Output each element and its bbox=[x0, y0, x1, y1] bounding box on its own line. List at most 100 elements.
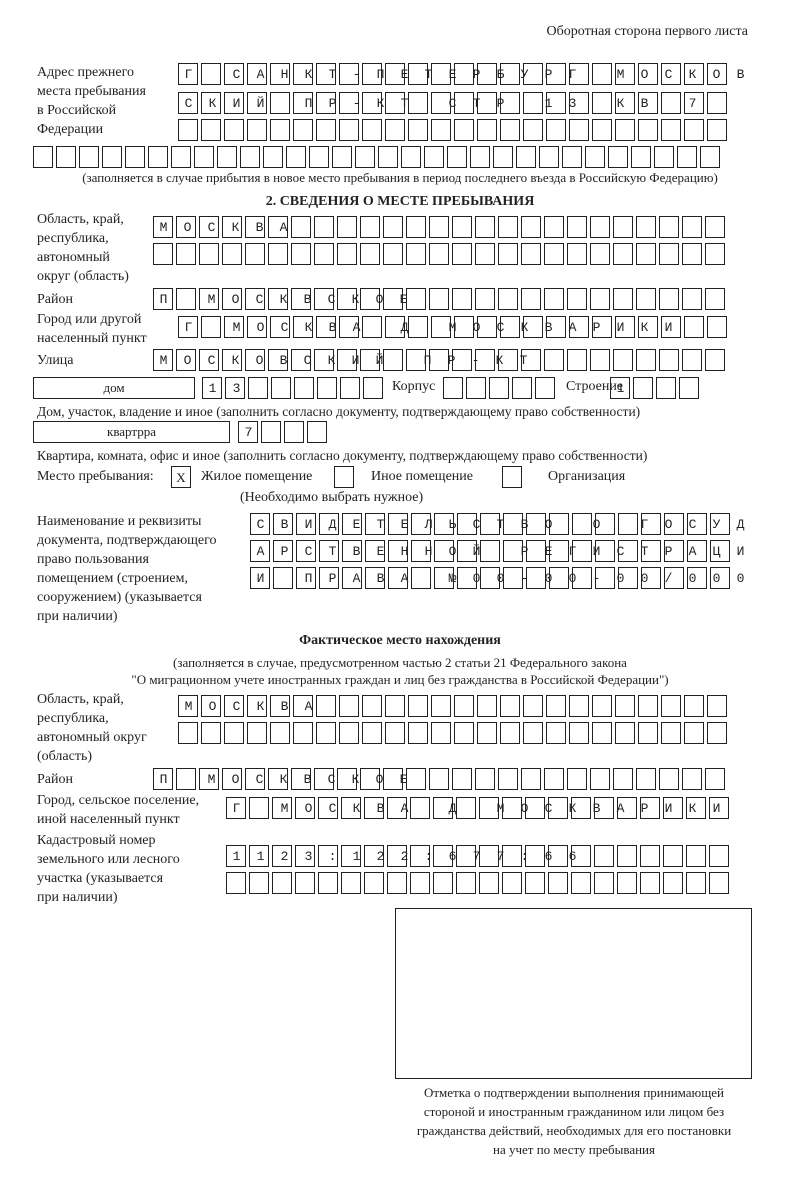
char-box[interactable] bbox=[245, 349, 265, 371]
char-box[interactable] bbox=[567, 349, 587, 371]
char-box[interactable] bbox=[525, 872, 545, 894]
char-box[interactable] bbox=[250, 540, 270, 562]
char-box[interactable] bbox=[613, 768, 633, 790]
char-box[interactable] bbox=[707, 119, 727, 141]
char-box[interactable] bbox=[385, 119, 405, 141]
char-box[interactable] bbox=[224, 722, 244, 744]
char-box[interactable] bbox=[270, 722, 290, 744]
char-box[interactable] bbox=[659, 288, 679, 310]
char-box[interactable] bbox=[201, 695, 221, 717]
char-box[interactable] bbox=[479, 845, 499, 867]
char-box[interactable] bbox=[567, 216, 587, 238]
char-box[interactable] bbox=[153, 768, 173, 790]
char-box[interactable] bbox=[245, 243, 265, 265]
char-box[interactable] bbox=[339, 722, 359, 744]
char-box[interactable] bbox=[659, 349, 679, 371]
char-box[interactable] bbox=[342, 567, 362, 589]
char-box[interactable] bbox=[549, 513, 569, 535]
char-box[interactable] bbox=[385, 63, 405, 85]
char-box[interactable] bbox=[291, 288, 311, 310]
char-box[interactable] bbox=[615, 63, 635, 85]
char-box[interactable] bbox=[362, 695, 382, 717]
char-box[interactable] bbox=[493, 146, 513, 168]
char-box[interactable] bbox=[686, 845, 706, 867]
house-type-field[interactable]: дом bbox=[33, 377, 195, 399]
char-box[interactable] bbox=[525, 845, 545, 867]
char-box[interactable] bbox=[339, 92, 359, 114]
char-box[interactable] bbox=[498, 243, 518, 265]
char-box[interactable] bbox=[199, 243, 219, 265]
char-box[interactable] bbox=[585, 146, 605, 168]
char-box[interactable] bbox=[383, 243, 403, 265]
char-box[interactable] bbox=[296, 540, 316, 562]
char-box[interactable] bbox=[340, 377, 360, 399]
char-box[interactable] bbox=[408, 63, 428, 85]
char-box[interactable] bbox=[429, 349, 449, 371]
char-box[interactable] bbox=[270, 63, 290, 85]
char-box[interactable] bbox=[176, 216, 196, 238]
char-box[interactable] bbox=[480, 567, 500, 589]
char-box[interactable] bbox=[319, 513, 339, 535]
char-box[interactable] bbox=[222, 768, 242, 790]
char-box[interactable] bbox=[433, 797, 453, 819]
char-box[interactable] bbox=[388, 540, 408, 562]
char-box[interactable] bbox=[316, 92, 336, 114]
char-box[interactable] bbox=[411, 513, 431, 535]
char-box[interactable] bbox=[433, 845, 453, 867]
char-box[interactable] bbox=[431, 722, 451, 744]
char-box[interactable] bbox=[618, 540, 638, 562]
char-box[interactable] bbox=[562, 146, 582, 168]
char-box[interactable] bbox=[443, 377, 463, 399]
char-box[interactable] bbox=[592, 119, 612, 141]
char-box[interactable] bbox=[362, 722, 382, 744]
char-box[interactable] bbox=[456, 845, 476, 867]
char-box[interactable] bbox=[364, 797, 384, 819]
char-box[interactable] bbox=[201, 63, 221, 85]
char-box[interactable] bbox=[270, 695, 290, 717]
char-box[interactable] bbox=[569, 119, 589, 141]
char-box[interactable] bbox=[199, 288, 219, 310]
char-box[interactable] bbox=[572, 540, 592, 562]
char-box[interactable] bbox=[79, 146, 99, 168]
char-box[interactable] bbox=[502, 872, 522, 894]
char-box[interactable] bbox=[479, 872, 499, 894]
char-box[interactable] bbox=[339, 119, 359, 141]
char-box[interactable] bbox=[613, 243, 633, 265]
char-box[interactable] bbox=[664, 567, 684, 589]
char-box[interactable] bbox=[636, 216, 656, 238]
place-option-other-checkbox[interactable] bbox=[334, 466, 354, 488]
char-box[interactable] bbox=[429, 243, 449, 265]
char-box[interactable] bbox=[592, 92, 612, 114]
char-box[interactable] bbox=[408, 92, 428, 114]
char-box[interactable] bbox=[457, 513, 477, 535]
char-box[interactable] bbox=[477, 92, 497, 114]
char-box[interactable] bbox=[640, 872, 660, 894]
char-box[interactable] bbox=[523, 92, 543, 114]
char-box[interactable] bbox=[318, 845, 338, 867]
char-box[interactable] bbox=[548, 845, 568, 867]
char-box[interactable] bbox=[316, 722, 336, 744]
char-box[interactable] bbox=[569, 316, 589, 338]
char-box[interactable] bbox=[201, 722, 221, 744]
char-box[interactable] bbox=[707, 92, 727, 114]
char-box[interactable] bbox=[307, 421, 327, 443]
char-box[interactable] bbox=[569, 92, 589, 114]
char-box[interactable] bbox=[424, 146, 444, 168]
char-box[interactable] bbox=[664, 513, 684, 535]
char-box[interactable] bbox=[479, 797, 499, 819]
char-box[interactable] bbox=[364, 845, 384, 867]
char-box[interactable] bbox=[431, 119, 451, 141]
char-box[interactable] bbox=[284, 421, 304, 443]
char-box[interactable] bbox=[178, 695, 198, 717]
char-box[interactable] bbox=[700, 146, 720, 168]
char-box[interactable] bbox=[636, 288, 656, 310]
char-box[interactable] bbox=[273, 567, 293, 589]
char-box[interactable] bbox=[686, 797, 706, 819]
char-box[interactable] bbox=[247, 92, 267, 114]
char-box[interactable] bbox=[153, 349, 173, 371]
char-box[interactable] bbox=[661, 722, 681, 744]
char-box[interactable] bbox=[270, 119, 290, 141]
char-box[interactable] bbox=[176, 243, 196, 265]
char-box[interactable] bbox=[569, 695, 589, 717]
char-box[interactable] bbox=[682, 243, 702, 265]
